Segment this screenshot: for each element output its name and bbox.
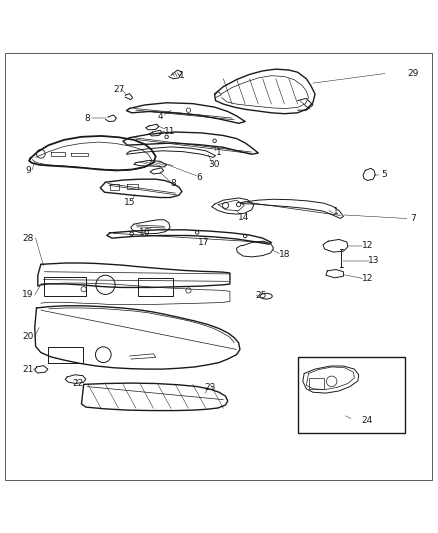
Text: 4: 4	[157, 112, 163, 121]
Text: 11: 11	[164, 127, 176, 136]
Text: 30: 30	[208, 160, 219, 169]
Text: 6: 6	[197, 173, 202, 182]
Text: 27: 27	[113, 85, 124, 94]
Text: 23: 23	[205, 383, 216, 392]
Text: 12: 12	[362, 274, 373, 283]
Text: 1: 1	[216, 149, 222, 157]
Text: 20: 20	[22, 332, 33, 341]
Text: 1: 1	[333, 207, 339, 215]
Text: 29: 29	[408, 69, 419, 78]
Text: 7: 7	[410, 214, 416, 223]
Text: 8: 8	[84, 114, 90, 123]
Bar	[48, 347, 83, 364]
Text: 22: 22	[73, 379, 84, 388]
Text: 5: 5	[381, 171, 387, 179]
Text: 17: 17	[198, 238, 209, 247]
Text: 1: 1	[179, 71, 185, 80]
Bar	[297, 357, 405, 433]
Text: 16: 16	[139, 228, 151, 237]
Bar	[44, 277, 86, 296]
Text: 15: 15	[124, 198, 135, 207]
Bar	[138, 278, 173, 296]
Text: 21: 21	[22, 365, 33, 374]
Text: 18: 18	[279, 250, 290, 259]
Text: 12: 12	[362, 241, 373, 250]
Text: 25: 25	[256, 291, 267, 300]
Text: 8: 8	[170, 179, 176, 188]
Bar	[308, 378, 324, 389]
Text: 28: 28	[22, 233, 33, 243]
Text: 24: 24	[362, 416, 373, 425]
Text: 9: 9	[25, 166, 31, 175]
Text: 13: 13	[368, 256, 380, 265]
Text: 14: 14	[238, 213, 249, 222]
Text: 19: 19	[22, 290, 34, 300]
